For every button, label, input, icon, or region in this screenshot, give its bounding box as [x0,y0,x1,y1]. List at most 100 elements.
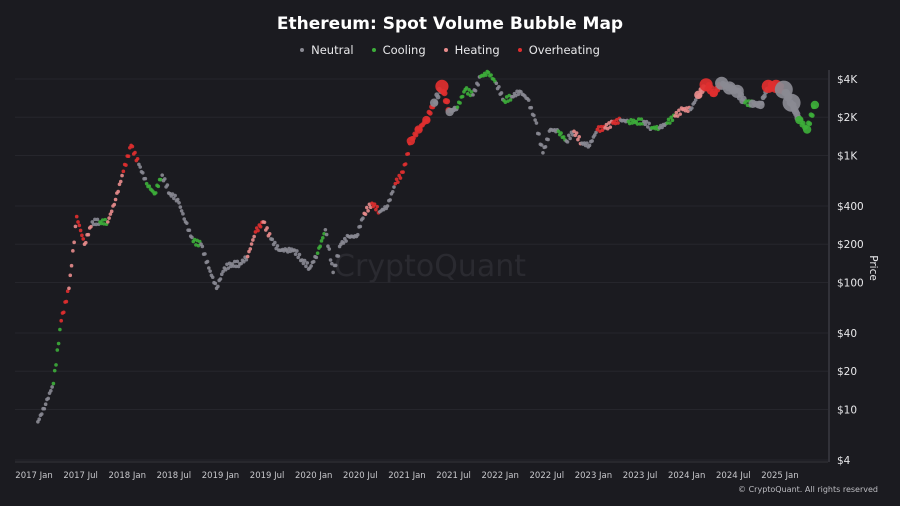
bubble-heating [113,197,118,202]
bubble-heating [245,254,250,259]
bubble-cooling [315,251,320,255]
bubble-trail [172,196,176,201]
bubble-neutral [579,141,584,145]
bubble-trail [251,238,255,242]
bubble-overheating [699,78,713,92]
bubble-trail [177,200,181,205]
legend-label: Cooling [382,43,426,57]
bubble-trail [205,259,210,264]
bubble-trail [333,263,338,268]
x-tick-label: 2018 Jul [157,471,192,481]
bubble-trail [147,184,152,188]
bubble-cooling [191,239,196,244]
bubble-trail [388,198,392,202]
bubble-heating [362,211,367,216]
bubble-overheating [401,170,405,174]
bubble-trail [647,121,651,126]
bubble-cooling [98,220,102,224]
heating-marker-icon [443,48,448,52]
bubble-trail [567,133,571,138]
bubble-neutral [137,162,141,167]
x-tick-label: 2021 Jul [436,471,471,481]
bubble-heating [82,242,87,247]
legend-item-cooling[interactable]: Cooling [371,43,426,57]
bubble-trail [314,255,319,260]
bubble-heating [261,220,266,224]
bubble-trail [118,179,123,184]
bubble-neutral [36,419,40,424]
bubble-trail [361,216,365,221]
bubble-trail [559,131,563,135]
bubble-heating [680,107,685,112]
bubble-trail [117,182,122,187]
bubble-trail [529,105,534,110]
bubble-trail [319,239,324,243]
bubble-overheating [129,143,133,148]
bubble-trail [473,88,478,93]
bubble-overheating [406,136,416,146]
x-tick-label: 2020 Jul [343,471,378,481]
bubble-trail [108,212,113,216]
legend-item-neutral[interactable]: Neutral [300,43,354,57]
bubble-trail [392,185,396,189]
bubble-trail [336,254,341,258]
bubble-trail [241,259,246,264]
bubble-neutral [774,80,793,99]
bubble-neutral [323,227,328,232]
bubble-trail [39,412,44,416]
bubble-neutral [207,266,211,270]
bubble-trail [71,249,75,253]
bubble-overheating [253,230,258,234]
bubble-trail [375,204,379,209]
bubble-trail [178,205,183,209]
bubble-trail [296,255,300,260]
bubble-trail [599,124,604,129]
bubble-cooling [51,381,56,386]
bubble-trail [69,263,74,268]
bubble-trail [95,217,100,222]
bubble-trail [49,389,53,393]
y-axis-title: Price [867,255,879,281]
x-tick-label: 2025 Jan [761,471,798,481]
bubble-trail [561,135,566,139]
bubble-trail [675,114,680,118]
bubble-trail [489,73,493,77]
bubble-trail [56,341,61,346]
bubble-trail [190,235,194,240]
legend-item-overheating[interactable]: Overheating [517,43,600,57]
bubble-trail [179,209,184,213]
bubble-trail [107,216,111,220]
x-tick-label: 2024 Jan [668,471,705,481]
bubble-neutral [517,89,522,94]
bubble-trail [140,170,145,175]
bubble-trail [273,240,277,245]
bubble-neutral [346,234,351,239]
legend-item-heating[interactable]: Heating [443,43,500,57]
bubble-neutral [385,204,390,208]
bubble-trail [499,91,504,95]
bubble-trail [58,327,62,332]
bubble-trail [643,122,648,127]
x-tick-label: 2017 Jul [63,471,98,481]
bubble-trail [577,134,581,139]
bubble-trail [761,93,767,99]
bubble-trail [674,110,679,115]
bubble-trail [590,139,594,143]
bubble-neutral [541,150,545,155]
bubble-trail [182,217,187,221]
bubble-neutral [657,126,662,130]
bubble-trail [221,269,225,274]
bubble-trail [809,113,815,118]
bubble-neutral [199,242,203,247]
bubble-neutral [730,84,744,98]
bubble-cooling [795,115,804,125]
y-tick-label: $4K [837,74,858,86]
bubble-neutral [339,242,343,247]
bubble-trail [301,261,306,266]
bubble-trail [247,249,251,254]
bubble-neutral [43,402,48,407]
bubble-trail [248,247,253,251]
bubble-trail [366,209,370,213]
bubble-trail [244,257,249,262]
